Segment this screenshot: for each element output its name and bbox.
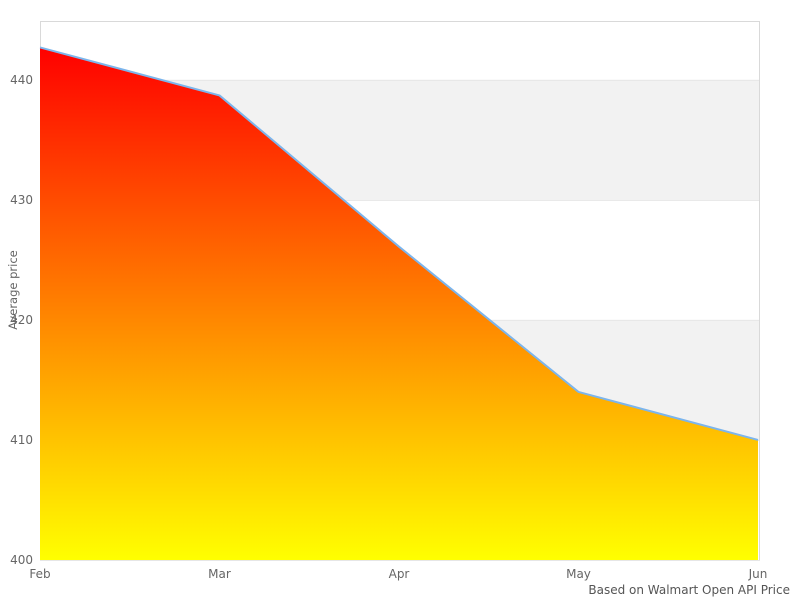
area-fill	[40, 47, 758, 561]
series-line	[39, 46, 759, 441]
y-tick-label: 400	[10, 553, 33, 567]
y-tick-label: 420	[10, 313, 33, 327]
credits-text: Based on Walmart Open API Price	[588, 583, 790, 597]
x-tick-label: May	[566, 567, 591, 581]
y-tick-label: 440	[10, 73, 33, 87]
y-tick-label: 410	[10, 433, 33, 447]
x-tick-label: Feb	[29, 567, 50, 581]
y-axis-title: Average price	[6, 250, 20, 330]
y-tick-label: 430	[10, 193, 33, 207]
x-tick-label: Mar	[208, 567, 231, 581]
x-tick-label: Jun	[748, 567, 768, 581]
x-tick-label: Apr	[389, 567, 410, 581]
